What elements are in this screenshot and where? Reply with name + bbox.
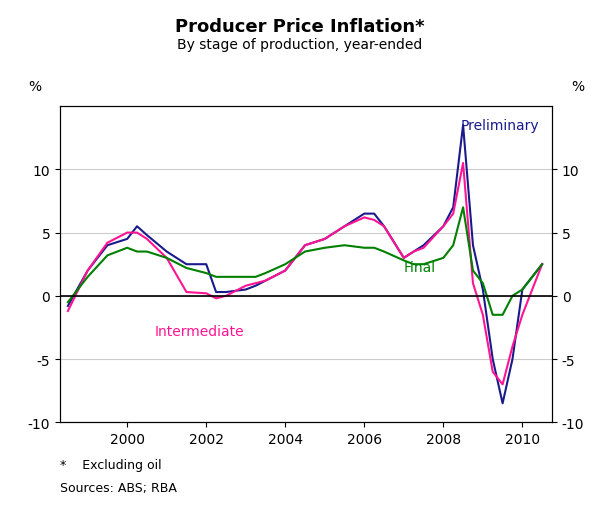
Text: Final: Final — [404, 260, 436, 274]
Text: By stage of production, year-ended: By stage of production, year-ended — [178, 38, 422, 52]
Text: Producer Price Inflation*: Producer Price Inflation* — [175, 18, 425, 36]
Text: *    Excluding oil: * Excluding oil — [60, 458, 161, 471]
Text: Sources: ABS; RBA: Sources: ABS; RBA — [60, 481, 177, 494]
Text: Intermediate: Intermediate — [155, 325, 244, 338]
Text: %: % — [28, 80, 41, 94]
Text: Preliminary: Preliminary — [461, 119, 540, 133]
Text: %: % — [571, 80, 584, 94]
